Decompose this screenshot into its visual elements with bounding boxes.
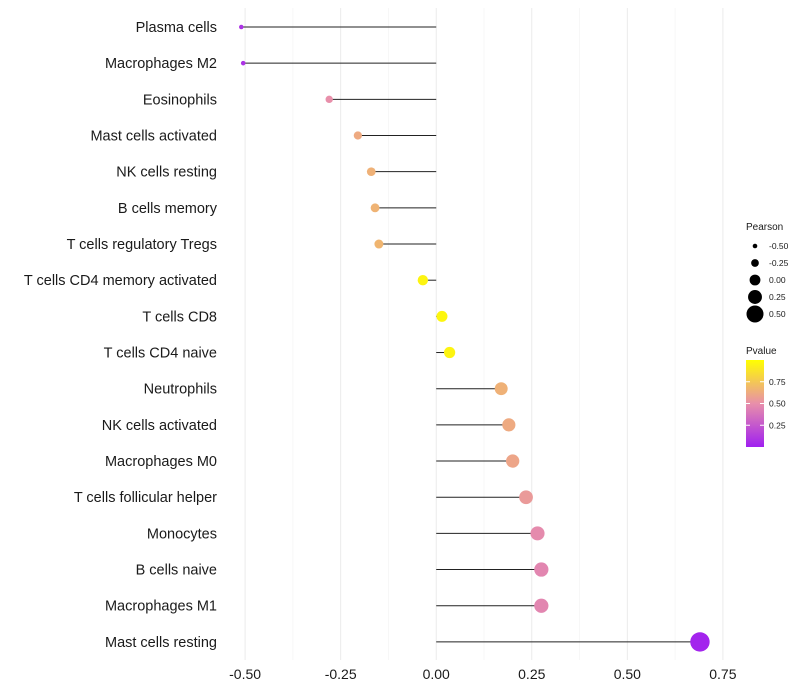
x-axis-tick-labels: -0.50 -0.25 0.00 0.25 0.50 0.75	[229, 666, 737, 682]
size-legend-title: Pearson	[746, 222, 783, 233]
size-legend-dot	[752, 243, 758, 249]
lollipop-dot	[443, 346, 456, 359]
lollipop-dot	[494, 382, 508, 396]
category-label: T cells CD8	[142, 309, 217, 325]
lollipop-dot	[534, 562, 549, 577]
category-label: Neutrophils	[144, 382, 217, 398]
category-label: Plasma cells	[136, 20, 217, 36]
category-label: B cells memory	[118, 201, 218, 217]
size-legend-label: -0.25	[769, 258, 789, 268]
lollipop-dot	[370, 203, 380, 213]
category-label: T cells CD4 naive	[104, 346, 217, 362]
size-legend-dot	[746, 305, 764, 323]
lollipop-dot	[374, 239, 384, 249]
color-legend-ticks: 0.75 0.50 0.25	[746, 377, 786, 430]
category-label: Mast cells activated	[90, 129, 217, 145]
x-tick-label: 0.50	[614, 666, 641, 682]
category-labels: Plasma cells Macrophages M2 Eosinophils Mas…	[24, 20, 218, 651]
size-legend-label: 0.50	[769, 309, 786, 319]
size-legend-dot	[751, 259, 759, 267]
lollipop-dot	[240, 60, 246, 66]
size-legend-dot	[749, 274, 761, 286]
lollipop-dot	[353, 131, 363, 140]
category-label: Macrophages M0	[105, 454, 217, 470]
category-label: T cells regulatory Tregs	[67, 237, 217, 253]
lollipop-dot	[502, 418, 516, 432]
lollipop-dots	[239, 24, 710, 652]
lollipop-dot	[530, 526, 545, 541]
x-tick-label: 0.75	[709, 666, 736, 682]
lollipop-dot	[239, 24, 244, 30]
x-tick-label: -0.50	[229, 666, 261, 682]
size-legend-label: -0.50	[769, 241, 789, 251]
category-label: Eosinophils	[143, 92, 217, 108]
lollipop-dot	[519, 490, 533, 505]
lollipop-dot	[417, 274, 429, 286]
category-label: Mast cells resting	[105, 635, 217, 651]
x-tick-label: -0.25	[325, 666, 357, 682]
lollipop-dot	[436, 310, 448, 322]
lollipop-dot	[534, 598, 549, 613]
category-label: NK cells activated	[102, 418, 217, 434]
color-legend-label: 0.75	[769, 377, 786, 387]
size-legend-label: 0.00	[769, 275, 786, 285]
grid-lines	[244, 8, 724, 660]
legends: Pearson -0.50 -0.25 0.00 0.25 0.50 Pvalue 0.…	[746, 222, 789, 447]
size-legend-dot	[748, 290, 762, 304]
category-label: T cells follicular helper	[74, 490, 217, 506]
lollipop-dot	[506, 454, 520, 468]
category-label: Macrophages M1	[105, 599, 217, 615]
lollipop-dot	[690, 632, 710, 652]
size-legend-items: -0.50 -0.25 0.00 0.25 0.50	[746, 241, 789, 323]
size-legend-label: 0.25	[769, 292, 786, 302]
color-legend-label: 0.25	[769, 420, 786, 430]
pvalue-color-bar	[746, 360, 764, 447]
category-label: B cells naive	[136, 563, 217, 579]
category-label: Monocytes	[147, 526, 217, 542]
category-label: NK cells resting	[116, 165, 217, 181]
x-tick-label: 0.00	[423, 666, 450, 682]
category-label: T cells CD4 memory activated	[24, 273, 217, 289]
category-label: Macrophages M2	[105, 56, 217, 72]
lollipop-dot	[366, 167, 376, 177]
color-legend-title: Pvalue	[746, 346, 777, 357]
x-tick-label: 0.25	[518, 666, 545, 682]
color-legend-label: 0.50	[769, 399, 786, 409]
lollipop-stems	[241, 26, 700, 643]
lollipop-dot	[325, 95, 333, 104]
